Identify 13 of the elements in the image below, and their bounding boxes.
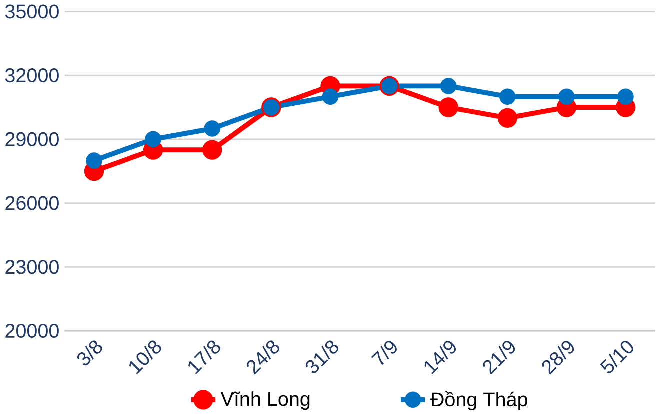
y-tick-label: 26000 xyxy=(6,196,59,210)
x-tick-label: 7/9 xyxy=(371,340,397,366)
y-tick-label: 35000 xyxy=(5,4,59,19)
y-tick-label: 29000 xyxy=(6,132,59,146)
y-tick-label: 32000 xyxy=(5,68,59,82)
x-tick-label: 3/8 xyxy=(77,340,102,366)
y-tick-label: 23000 xyxy=(6,260,59,274)
x-tick-label: 31/8 xyxy=(306,340,339,374)
y-tick-label: 20000 xyxy=(6,324,59,338)
legend-label: Vĩnh Long xyxy=(220,392,310,410)
x-tick-label: 14/9 xyxy=(424,340,456,374)
x-tick-label: 5/10 xyxy=(600,340,634,374)
legend-label: Đồng Tháp xyxy=(430,391,528,410)
